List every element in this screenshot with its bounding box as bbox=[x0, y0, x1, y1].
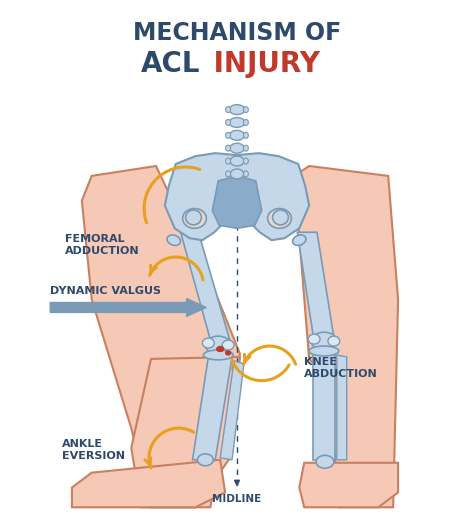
Ellipse shape bbox=[316, 455, 334, 468]
Polygon shape bbox=[131, 357, 240, 507]
Ellipse shape bbox=[205, 336, 231, 354]
Polygon shape bbox=[82, 166, 240, 507]
Polygon shape bbox=[294, 166, 398, 507]
Ellipse shape bbox=[203, 350, 233, 360]
Ellipse shape bbox=[230, 156, 244, 166]
Ellipse shape bbox=[198, 454, 213, 466]
Ellipse shape bbox=[328, 336, 340, 346]
Ellipse shape bbox=[311, 332, 337, 350]
Polygon shape bbox=[297, 232, 334, 341]
Polygon shape bbox=[192, 357, 232, 460]
Polygon shape bbox=[165, 153, 309, 240]
Ellipse shape bbox=[230, 143, 244, 153]
Ellipse shape bbox=[309, 346, 339, 356]
Ellipse shape bbox=[244, 133, 248, 138]
Polygon shape bbox=[313, 353, 335, 460]
Ellipse shape bbox=[244, 120, 248, 125]
Text: MECHANISM OF: MECHANISM OF bbox=[133, 21, 341, 44]
Ellipse shape bbox=[222, 340, 234, 350]
Ellipse shape bbox=[226, 107, 230, 112]
Ellipse shape bbox=[273, 210, 288, 225]
Ellipse shape bbox=[244, 171, 248, 177]
FancyArrow shape bbox=[50, 299, 206, 316]
Ellipse shape bbox=[230, 169, 244, 179]
Text: ACL: ACL bbox=[141, 50, 201, 78]
Ellipse shape bbox=[226, 120, 230, 125]
Text: ANKLE
EVERSION: ANKLE EVERSION bbox=[62, 439, 125, 461]
Polygon shape bbox=[337, 355, 346, 460]
Text: FEMORAL
ADDUCTION: FEMORAL ADDUCTION bbox=[65, 234, 140, 256]
Ellipse shape bbox=[226, 158, 230, 164]
Ellipse shape bbox=[244, 107, 248, 112]
Ellipse shape bbox=[229, 118, 245, 127]
Ellipse shape bbox=[292, 235, 306, 246]
Polygon shape bbox=[299, 463, 398, 507]
Ellipse shape bbox=[226, 171, 230, 177]
Polygon shape bbox=[72, 460, 225, 507]
Polygon shape bbox=[220, 361, 244, 460]
Text: MIDLINE: MIDLINE bbox=[212, 494, 262, 505]
Ellipse shape bbox=[268, 208, 292, 228]
Ellipse shape bbox=[167, 235, 181, 246]
Ellipse shape bbox=[244, 145, 248, 151]
Ellipse shape bbox=[182, 208, 206, 228]
Ellipse shape bbox=[217, 347, 224, 351]
Polygon shape bbox=[181, 232, 230, 347]
Polygon shape bbox=[212, 176, 262, 228]
Text: KNEE
ABDUCTION: KNEE ABDUCTION bbox=[304, 357, 378, 379]
Ellipse shape bbox=[202, 338, 214, 348]
Ellipse shape bbox=[244, 158, 248, 164]
Ellipse shape bbox=[229, 105, 245, 115]
Text: DYNAMIC VALGUS: DYNAMIC VALGUS bbox=[50, 285, 161, 296]
Ellipse shape bbox=[226, 133, 230, 138]
Ellipse shape bbox=[229, 131, 245, 140]
Text: INJURY: INJURY bbox=[204, 50, 320, 78]
Ellipse shape bbox=[308, 334, 320, 344]
Ellipse shape bbox=[186, 210, 201, 225]
Ellipse shape bbox=[226, 145, 230, 151]
Ellipse shape bbox=[226, 351, 230, 355]
